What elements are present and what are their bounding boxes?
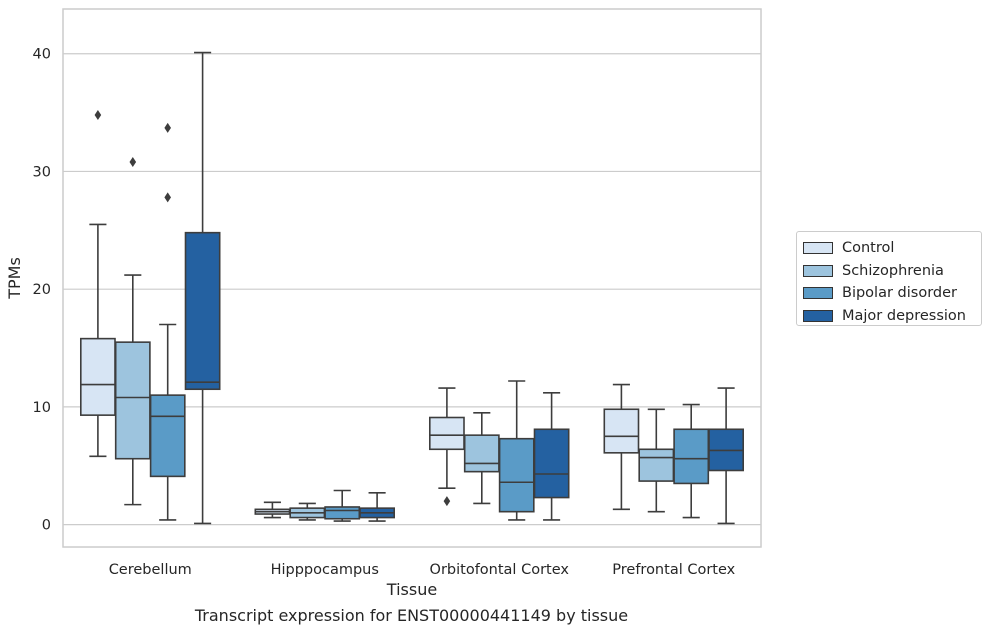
legend-item-bipolar-disorder: Bipolar disorder: [803, 282, 981, 305]
y-tick-label: 10: [33, 400, 51, 416]
legend-item-control: Control: [803, 237, 981, 260]
box-body: [428, 416, 465, 451]
y-axis-ticks: 0 10 20 30 40: [33, 47, 51, 534]
outlier-point: [164, 192, 171, 203]
legend-swatch-schizophrenia: [803, 264, 833, 277]
box-major-depression-0: [184, 51, 221, 525]
box-schizophrenia-1: [289, 502, 326, 521]
box-bipolar-disorder-0: [149, 122, 186, 521]
outlier-point: [164, 122, 171, 133]
legend-label-bipolar-disorder: Bipolar disorder: [842, 285, 957, 302]
box-body: [463, 434, 500, 473]
outlier-point: [94, 109, 102, 120]
chart-caption: Transcript expression for ENST0000044114…: [194, 606, 629, 625]
box-body: [638, 448, 675, 482]
box-body: [533, 428, 570, 499]
box-major-depression-2: [533, 391, 570, 521]
legend-label-schizophrenia: Schizophrenia: [842, 262, 944, 279]
legend-label-major-depression: Major depression: [842, 307, 966, 324]
box-control-0: [79, 109, 116, 458]
y-tick-label: 40: [33, 47, 51, 63]
box-schizophrenia-3: [638, 408, 675, 513]
box-body: [498, 437, 535, 513]
box-body: [114, 341, 151, 460]
x-tick-label: Orbitofontal Cortex: [430, 562, 570, 578]
box-bipolar-disorder-3: [673, 403, 710, 519]
box-body: [603, 408, 640, 454]
chart-legend: Control Schizophrenia Bipolar disorder M…: [796, 231, 982, 326]
y-tick-label: 30: [33, 164, 51, 180]
box-body: [324, 506, 361, 520]
y-tick-label: 0: [42, 518, 51, 534]
outlier-point: [129, 157, 137, 168]
box-schizophrenia-0: [114, 157, 151, 506]
legend-swatch-control: [803, 242, 833, 255]
x-axis-label: Tissue: [386, 580, 437, 599]
legend-label-control: Control: [842, 240, 895, 257]
box-series: [79, 51, 745, 525]
x-tick-label: Hipppocampus: [271, 562, 379, 578]
legend-swatch-bipolar-disorder: [803, 287, 833, 300]
plot-frame: [62, 8, 762, 548]
box-control-2: [428, 387, 465, 507]
y-axis-label: TPMs: [5, 257, 24, 300]
legend-item-schizophrenia: Schizophrenia: [803, 260, 981, 283]
box-control-3: [603, 383, 640, 511]
legend-item-major-depression: Major depression: [803, 305, 981, 328]
box-bipolar-disorder-2: [498, 380, 535, 521]
box-body: [79, 337, 116, 416]
legend-swatch-major-depression: [803, 309, 833, 322]
box-body: [149, 394, 186, 478]
box-major-depression-1: [359, 492, 396, 522]
x-axis-ticks: Cerebellum Hipppocampus Orbitofontal Corte…: [109, 562, 736, 578]
box-bipolar-disorder-1: [324, 489, 361, 522]
x-tick-label: Cerebellum: [109, 562, 192, 578]
outlier-point: [443, 496, 451, 507]
box-body: [673, 428, 710, 485]
box-schizophrenia-2: [463, 411, 500, 505]
box-control-1: [254, 501, 291, 519]
box-major-depression-3: [708, 387, 745, 525]
x-tick-label: Prefrontal Cortex: [612, 562, 735, 578]
y-tick-label: 20: [33, 282, 51, 298]
box-body: [184, 231, 221, 391]
